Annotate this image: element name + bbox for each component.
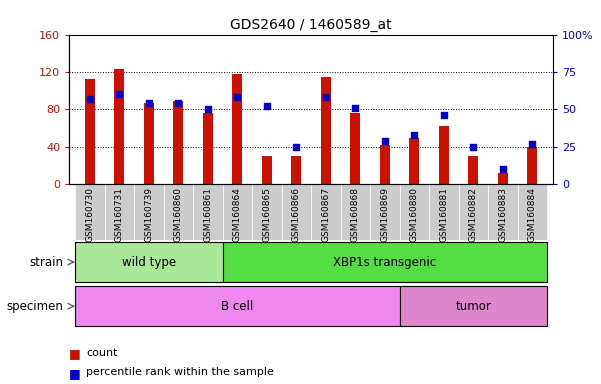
Point: [85, 96, 94, 102]
FancyBboxPatch shape: [75, 286, 400, 326]
Bar: [203, 113, 213, 184]
Bar: [409, 139, 419, 184]
Bar: [350, 113, 361, 184]
FancyBboxPatch shape: [429, 184, 459, 240]
Text: GSM160884: GSM160884: [528, 187, 537, 242]
Bar: [439, 126, 449, 184]
Point: [380, 138, 389, 144]
Text: GSM160880: GSM160880: [410, 187, 419, 242]
Point: [114, 91, 124, 98]
Bar: [498, 173, 508, 184]
Point: [409, 132, 419, 138]
Point: [174, 100, 183, 106]
Text: ■: ■: [69, 367, 81, 380]
Text: GSM160865: GSM160865: [262, 187, 271, 242]
Point: [262, 103, 272, 109]
Title: GDS2640 / 1460589_at: GDS2640 / 1460589_at: [230, 18, 392, 32]
FancyBboxPatch shape: [400, 286, 547, 326]
Bar: [261, 156, 272, 184]
FancyBboxPatch shape: [75, 184, 105, 240]
FancyBboxPatch shape: [459, 184, 488, 240]
Text: percentile rank within the sample: percentile rank within the sample: [86, 367, 274, 377]
FancyBboxPatch shape: [75, 242, 222, 282]
Point: [144, 100, 154, 106]
Point: [350, 105, 360, 111]
Point: [498, 166, 508, 172]
Text: B cell: B cell: [221, 300, 254, 313]
FancyBboxPatch shape: [105, 184, 134, 240]
Bar: [527, 147, 537, 184]
Text: ■: ■: [69, 348, 81, 361]
FancyBboxPatch shape: [134, 184, 163, 240]
Text: GSM160868: GSM160868: [351, 187, 360, 242]
Bar: [320, 77, 331, 184]
Bar: [173, 101, 183, 184]
FancyBboxPatch shape: [222, 242, 547, 282]
Text: GSM160867: GSM160867: [322, 187, 331, 242]
Point: [439, 113, 448, 119]
FancyBboxPatch shape: [193, 184, 222, 240]
Bar: [232, 74, 242, 184]
Text: GSM160861: GSM160861: [203, 187, 212, 242]
Point: [468, 144, 478, 150]
Text: strain: strain: [29, 256, 63, 268]
Bar: [114, 69, 124, 184]
Point: [528, 141, 537, 147]
Bar: [468, 156, 478, 184]
Text: GSM160883: GSM160883: [498, 187, 507, 242]
Text: GSM160869: GSM160869: [380, 187, 389, 242]
FancyBboxPatch shape: [222, 184, 252, 240]
FancyBboxPatch shape: [370, 184, 400, 240]
FancyBboxPatch shape: [517, 184, 547, 240]
Bar: [291, 156, 302, 184]
FancyBboxPatch shape: [252, 184, 281, 240]
Text: GSM160866: GSM160866: [291, 187, 300, 242]
Text: GSM160730: GSM160730: [85, 187, 94, 242]
Text: XBP1s transgenic: XBP1s transgenic: [333, 256, 436, 268]
Bar: [85, 79, 95, 184]
FancyBboxPatch shape: [341, 184, 370, 240]
Point: [203, 106, 213, 113]
Text: specimen: specimen: [6, 300, 63, 313]
Text: wild type: wild type: [122, 256, 176, 268]
Text: GSM160864: GSM160864: [233, 187, 242, 242]
Point: [233, 94, 242, 101]
Text: GSM160860: GSM160860: [174, 187, 183, 242]
Text: count: count: [86, 348, 117, 358]
Text: tumor: tumor: [456, 300, 491, 313]
Bar: [380, 145, 390, 184]
Text: GSM160731: GSM160731: [115, 187, 124, 242]
FancyBboxPatch shape: [488, 184, 517, 240]
Point: [321, 94, 331, 101]
FancyBboxPatch shape: [281, 184, 311, 240]
Bar: [144, 103, 154, 184]
Point: [291, 144, 301, 150]
FancyBboxPatch shape: [311, 184, 341, 240]
FancyBboxPatch shape: [163, 184, 193, 240]
Text: GSM160739: GSM160739: [144, 187, 153, 242]
Text: GSM160881: GSM160881: [439, 187, 448, 242]
Text: GSM160882: GSM160882: [469, 187, 478, 242]
FancyBboxPatch shape: [400, 184, 429, 240]
